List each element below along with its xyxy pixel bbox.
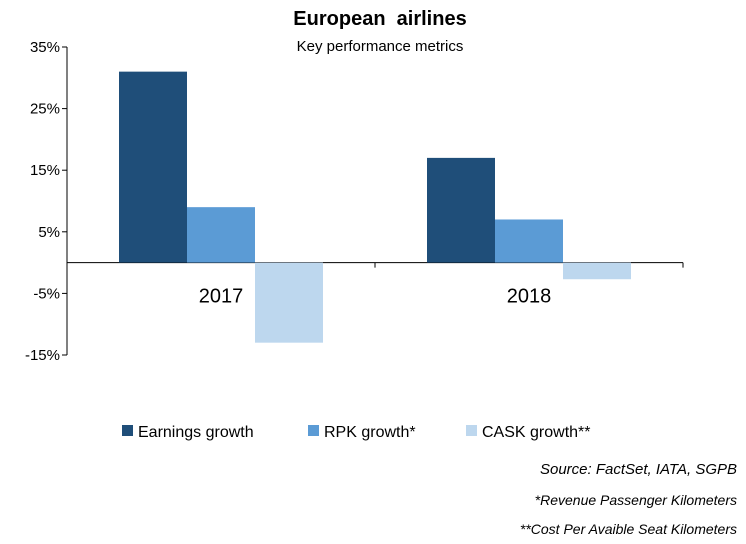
footnote: *Revenue Passenger Kilometers xyxy=(535,492,737,508)
y-tick-label: 5% xyxy=(38,224,60,241)
bar xyxy=(187,207,255,263)
y-tick-label: 25% xyxy=(30,101,60,118)
footnote: **Cost Per Avaible Seat Kilometers xyxy=(520,521,737,537)
y-tick-label: 35% xyxy=(30,39,60,56)
chart-title: European airlines xyxy=(293,8,466,30)
chart-subtitle: Key performance metrics xyxy=(297,38,464,55)
x-tick-label: 2017 xyxy=(199,286,244,308)
legend-swatch xyxy=(308,425,319,436)
x-tick-label: 2018 xyxy=(507,286,552,308)
bar xyxy=(427,157,495,263)
bar xyxy=(563,262,631,280)
legend-label: CASK growth** xyxy=(482,424,591,441)
legend-swatch xyxy=(122,425,133,436)
legend-label: Earnings growth xyxy=(138,424,254,441)
footnote: Source: FactSet, IATA, SGPB xyxy=(540,461,737,478)
legend-label: RPK growth* xyxy=(324,424,416,441)
bar xyxy=(119,71,187,263)
y-tick-label: 15% xyxy=(30,162,60,179)
plot-area: 35% 25% 15% 5% -5% -15% 2017 2018 xyxy=(25,39,684,364)
y-tick-label: -15% xyxy=(25,347,60,364)
legend: Earnings growth RPK growth* CASK growth** xyxy=(122,424,591,441)
y-tick-label: -5% xyxy=(33,285,60,302)
bar xyxy=(255,262,323,343)
bar xyxy=(495,219,563,263)
legend-swatch xyxy=(466,425,477,436)
footnotes: Source: FactSet, IATA, SGPB *Revenue Pass… xyxy=(520,461,737,537)
